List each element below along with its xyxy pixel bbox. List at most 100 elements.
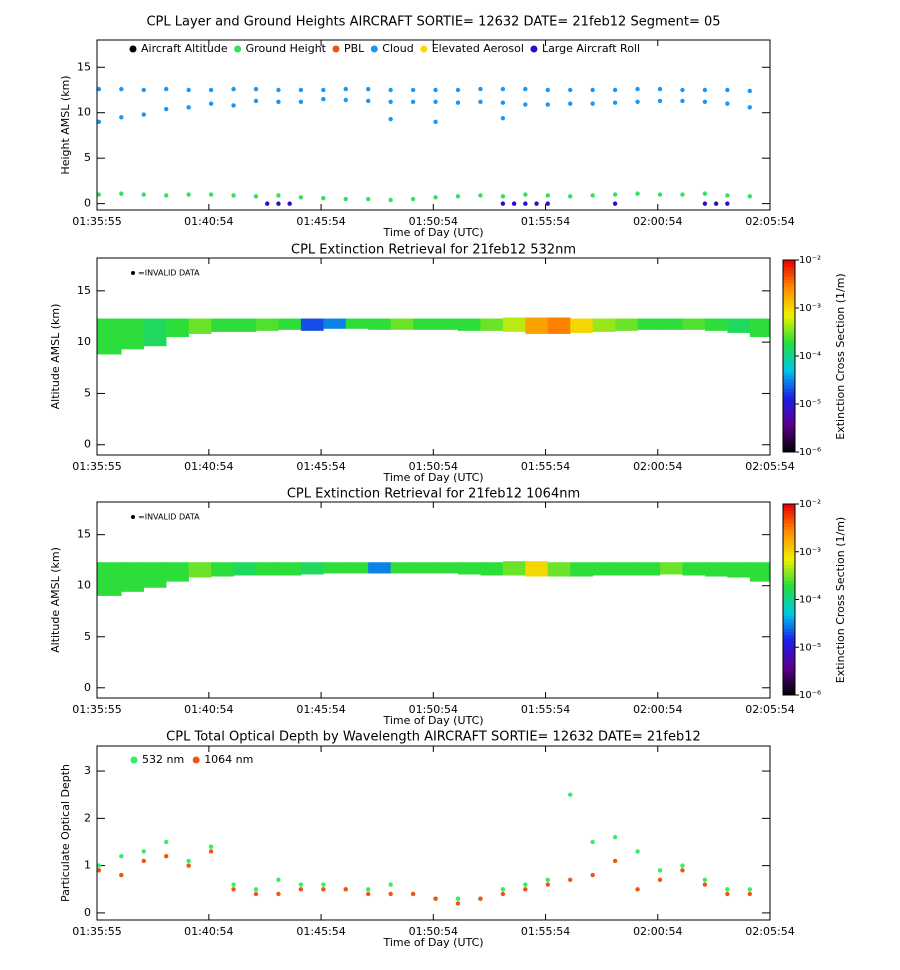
data-point <box>253 194 259 199</box>
x-tick-label: 02:05:54 <box>745 460 794 473</box>
colorbar-segment <box>783 535 795 540</box>
data-point <box>410 99 416 105</box>
extinction-cell <box>166 318 189 338</box>
colorbar-segment <box>783 301 795 306</box>
y-axis-label: Height AMSL (km) <box>59 75 72 174</box>
colorbar-segment <box>783 586 795 591</box>
colorbar-segment <box>783 574 795 578</box>
data-point <box>657 868 663 873</box>
legend-label: 1064 nm <box>204 753 253 766</box>
data-point <box>680 192 685 197</box>
data-point <box>478 99 483 105</box>
colorbar-segment <box>783 407 795 411</box>
data-point <box>568 194 573 199</box>
extinction-cell <box>390 318 414 330</box>
x-tick-label: 01:40:54 <box>184 460 233 473</box>
data-point <box>321 887 326 892</box>
colorbar-segment <box>783 605 795 610</box>
data-point <box>702 191 708 196</box>
colorbar-segment <box>783 567 795 572</box>
extinction-cell <box>143 318 167 347</box>
extinction-cell <box>704 318 728 331</box>
extinction-cell <box>637 318 661 330</box>
y-tick-label: 15 <box>77 60 91 73</box>
colorbar-segment <box>783 685 795 690</box>
colorbar-segment <box>783 349 795 354</box>
data-point <box>680 868 685 873</box>
data-point <box>388 882 393 887</box>
extinction-cell <box>390 562 414 574</box>
data-point <box>702 882 708 887</box>
data-point <box>388 87 393 93</box>
colorbar-segment <box>783 640 795 645</box>
extinction-cell <box>502 561 526 576</box>
data-point <box>523 86 528 92</box>
colorbar-segment <box>783 612 795 616</box>
colorbar-segment <box>783 558 795 562</box>
colorbar-label: Extinction Cross Section (1/m) <box>834 517 847 683</box>
y-tick-label: 10 <box>77 335 91 348</box>
colorbar-segment <box>783 589 795 594</box>
legend-label: Elevated Aerosol <box>432 42 524 55</box>
colorbar-tick-label: 10⁻² <box>799 499 821 510</box>
colorbar-tick-label: 10⁻² <box>799 255 821 266</box>
data-point <box>725 891 730 897</box>
extinction-cell <box>502 317 526 332</box>
colorbar-segment <box>783 448 795 453</box>
x-tick-label: 01:40:54 <box>184 925 233 938</box>
colorbar-segment <box>783 561 795 565</box>
data-point <box>747 887 752 892</box>
legend-marker <box>129 45 137 53</box>
data-point <box>231 86 236 92</box>
data-point <box>164 106 169 112</box>
data-point <box>321 882 326 887</box>
colorbar-segment <box>783 426 795 431</box>
data-point <box>96 868 102 873</box>
extinction-cell <box>255 318 279 331</box>
colorbar-segment <box>783 644 795 648</box>
colorbar-segment <box>783 647 795 651</box>
data-point <box>433 896 438 901</box>
colorbar-segment <box>783 372 795 376</box>
colorbar-segment <box>783 269 795 274</box>
data-point <box>119 872 124 878</box>
data-point <box>612 100 618 105</box>
colorbar-segment <box>783 423 795 427</box>
data-point <box>276 193 281 198</box>
data-point <box>231 882 236 887</box>
colorbar-segment <box>783 599 795 604</box>
data-point <box>725 887 730 892</box>
data-point <box>96 863 102 868</box>
colorbar-segment <box>783 545 795 550</box>
plot-frame <box>96 745 771 921</box>
data-point <box>657 877 663 883</box>
x-axis-label: Time of Day (UTC) <box>382 714 483 727</box>
data-point <box>455 87 461 93</box>
colorbar-segment <box>783 375 795 379</box>
data-point <box>298 882 304 887</box>
colorbar-segment <box>783 675 795 680</box>
colorbar-segment <box>783 282 795 287</box>
colorbar-segment <box>783 397 795 402</box>
extinction-cell <box>592 318 616 332</box>
extinction-cell <box>637 562 661 576</box>
extinction-cell <box>704 562 728 577</box>
colorbar-segment <box>783 324 795 328</box>
colorbar-segment <box>783 631 795 636</box>
y-tick-label: 5 <box>84 630 91 643</box>
data-point <box>635 99 640 105</box>
colorbar-segment <box>783 507 795 511</box>
data-point <box>523 102 528 107</box>
chart-title: CPL Layer and Ground Heights AIRCRAFT SO… <box>146 15 720 30</box>
legend-marker <box>192 756 200 764</box>
extinction-cell <box>255 562 279 576</box>
colorbar-segment <box>783 388 795 392</box>
colorbar-segment <box>783 602 795 607</box>
extinction-cell <box>435 562 459 574</box>
data-point <box>702 99 708 105</box>
colorbar-segment <box>783 659 795 664</box>
plot-frame <box>96 39 771 211</box>
data-point <box>141 112 146 117</box>
data-point <box>568 101 573 106</box>
